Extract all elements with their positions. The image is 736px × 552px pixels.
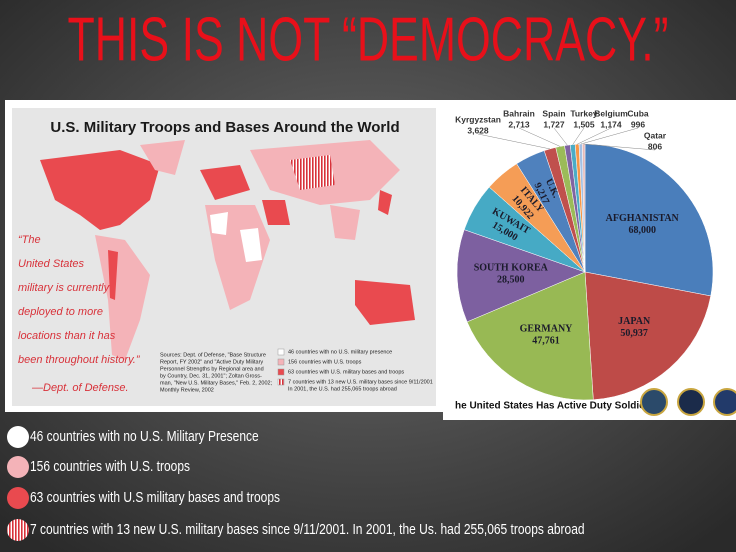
- legend-icon: [7, 426, 29, 448]
- map-legend-text: 7 countries with 13 new U.S. military ba…: [288, 379, 433, 385]
- slice-value: 47,761: [532, 335, 560, 346]
- slide-title: THIS IS NOT “DEMOCRACY.”: [68, 5, 669, 74]
- pie-slice: [584, 143, 714, 297]
- legend-icon: [7, 519, 29, 541]
- slice-label: AFGHANISTAN: [606, 213, 680, 224]
- source-line: Sources: Dept. of Defense, "Base Structu…: [160, 352, 266, 358]
- quote-line: deployed to more: [18, 306, 103, 318]
- map-legend-swatch: [277, 348, 285, 356]
- leader-line: [572, 127, 585, 145]
- map-legend-text: In 2001, the U.S. had 255,065 troops abr…: [288, 386, 397, 392]
- slice-label: Qatar: [644, 130, 667, 140]
- leader-line: [580, 127, 639, 145]
- leader-line: [477, 133, 550, 150]
- source-line: man, "New U.S. Military Bases," Feb. 2, …: [160, 380, 273, 386]
- source-line: Monthly Review, 2002: [160, 387, 214, 393]
- slice-label: JAPAN: [618, 316, 651, 327]
- slice-label: SOUTH KOREA: [474, 263, 549, 274]
- slice-value: 68,000: [628, 225, 656, 236]
- legend-icon: [7, 456, 29, 478]
- legend-icon: [7, 487, 29, 509]
- slice-value: 996: [631, 119, 645, 129]
- map-legend-text: 63 countries with U.S. military bases an…: [288, 369, 404, 375]
- slice-value: 2,713: [508, 119, 530, 129]
- slice-label: Spain: [542, 108, 565, 118]
- slice-value: 1,727: [543, 119, 565, 129]
- slice-label: Kyrgyzstan: [455, 114, 501, 124]
- map-legend-text: 46 countries with no U.S. military prese…: [288, 349, 392, 355]
- slice-label: GERMANY: [520, 323, 574, 334]
- legend-text: 63 countries with U.S military bases and…: [30, 489, 280, 506]
- slice-value: 3,628: [467, 125, 489, 135]
- quote-line: locations than it has: [18, 330, 116, 342]
- leader-line: [576, 127, 612, 145]
- seals: [640, 388, 736, 416]
- legend-text: 46 countries with no U.S. Military Prese…: [30, 428, 259, 445]
- quote-attribution: —Dept. of Defense.: [31, 382, 129, 394]
- legend-text: 156 countries with U.S. troops: [30, 458, 190, 475]
- map-legend-text: 156 countries with U.S. troops: [288, 359, 362, 365]
- map-quote: “The United States military is currently de…: [18, 234, 141, 366]
- slice-value: 50,937: [620, 328, 648, 339]
- slice-value: 806: [648, 141, 662, 151]
- map-title: U.S. Military Troops and Bases Around th…: [50, 119, 399, 136]
- leader-line: [583, 143, 656, 151]
- pie-slice: [456, 229, 586, 323]
- slice-label: Belgium: [594, 108, 628, 118]
- leader-line: [553, 127, 568, 146]
- quote-line: military is currently: [18, 282, 111, 294]
- slice-label: Turkey: [570, 108, 598, 118]
- slice-value: 1,505: [573, 119, 595, 129]
- source-line: by Country, Dec. 31, 2001"; Zoltan Gross…: [160, 373, 262, 379]
- pie-caption: he United States Has Active Duty Soldier…: [455, 401, 655, 412]
- map-legend-swatch: [277, 378, 285, 386]
- quote-line: United States: [18, 258, 85, 270]
- map-legend-swatch: [277, 358, 285, 366]
- pie-slice: [584, 271, 712, 400]
- slice-value: 28,500: [497, 275, 525, 286]
- source-line: Report, FY 2002" and "Active Duty Milita…: [160, 359, 263, 365]
- leader-line: [518, 127, 561, 147]
- legend-text: 7 countries with 13 new U.S. military ba…: [30, 521, 585, 538]
- pie-slice: [466, 271, 594, 401]
- quote-line: “The: [18, 234, 41, 246]
- slice-label: Cuba: [627, 108, 649, 118]
- quote-line: been throughout history.”: [18, 354, 141, 366]
- world-map: [40, 140, 415, 360]
- map-legend-swatch: [277, 368, 285, 376]
- slice-label: Bahrain: [503, 108, 535, 118]
- source-line: Personnel Strengths by Regional area and: [160, 366, 264, 372]
- slice-value: 1,174: [600, 119, 622, 129]
